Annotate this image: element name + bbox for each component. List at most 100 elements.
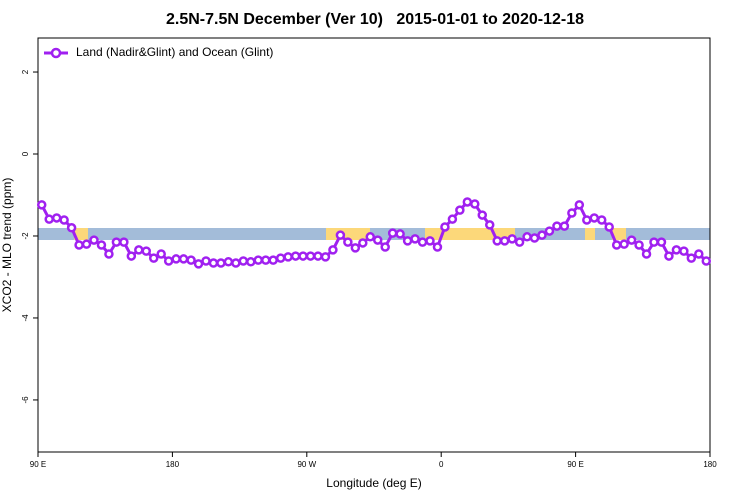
point [148, 253, 159, 263]
legend-label: Land (Nadir&Glint) and Ocean (Glint) [76, 45, 273, 59]
y-tick-label: -2 [21, 232, 30, 240]
point [365, 232, 376, 242]
point [156, 249, 166, 259]
point [134, 245, 144, 255]
point [432, 242, 443, 252]
point [372, 235, 383, 245]
plot-frame [37, 37, 711, 453]
point [559, 221, 570, 231]
point [402, 236, 413, 246]
chart-title: 2.5N-7.5N December (Ver 10) 2015-01-01 t… [166, 11, 584, 28]
y-tick-label: -6 [21, 396, 30, 404]
x-tick-label: 90 W [297, 460, 316, 469]
point [671, 245, 682, 255]
point [238, 256, 249, 266]
point [484, 220, 495, 230]
point [231, 258, 241, 268]
y-tick-label: -4 [21, 314, 30, 322]
point [186, 255, 196, 265]
point [305, 251, 316, 261]
point [119, 237, 129, 247]
point [126, 251, 137, 261]
point [36, 200, 47, 210]
point [193, 259, 204, 269]
point [96, 240, 107, 250]
point [537, 230, 547, 240]
point [582, 215, 592, 225]
point [104, 249, 114, 259]
point [574, 200, 585, 210]
point [410, 234, 420, 244]
y-tick-label: 0 [21, 151, 30, 156]
point [567, 208, 577, 218]
point [656, 237, 667, 247]
point [66, 223, 77, 233]
point [634, 240, 644, 250]
point [447, 214, 458, 224]
y-axis-label: XCO2 - MLO trend (ppm) [0, 178, 14, 313]
point [686, 253, 697, 263]
point [417, 237, 428, 247]
point [440, 222, 450, 232]
point [216, 258, 226, 268]
point [320, 252, 331, 262]
point [268, 255, 278, 265]
point [283, 252, 293, 262]
point [74, 240, 84, 250]
point [679, 246, 689, 256]
point [514, 237, 525, 247]
point [380, 242, 390, 252]
point [649, 237, 659, 247]
point [246, 257, 256, 267]
x-axis-label: Longitude (deg E) [326, 476, 421, 490]
point [455, 205, 465, 215]
point [544, 226, 555, 236]
point [589, 213, 600, 223]
point [641, 249, 652, 259]
point [260, 255, 271, 265]
point [694, 249, 704, 259]
x-tick-label: 0 [439, 460, 444, 469]
point [163, 256, 174, 266]
point [178, 254, 189, 264]
point [522, 232, 532, 242]
point [201, 256, 211, 266]
point [462, 197, 473, 207]
x-tick-label: 90 E [30, 460, 46, 469]
point [81, 239, 92, 249]
point [275, 253, 286, 263]
point [343, 237, 353, 247]
point [51, 213, 62, 223]
point [141, 246, 152, 256]
point [59, 215, 69, 225]
point [171, 254, 181, 264]
y-tick-label: 2 [21, 69, 30, 74]
point [604, 222, 614, 232]
point [358, 238, 368, 248]
point [328, 245, 338, 255]
legend-marker [50, 47, 62, 59]
point [477, 210, 488, 220]
point [425, 236, 435, 246]
point [529, 233, 540, 243]
point [499, 236, 510, 246]
x-tick-label: 180 [703, 460, 717, 469]
point [313, 251, 323, 261]
x-tick-label: 180 [166, 460, 180, 469]
point [335, 230, 346, 240]
point [223, 257, 234, 267]
point [89, 235, 99, 245]
point [298, 251, 308, 261]
point [290, 251, 301, 261]
point [111, 237, 122, 247]
point [387, 228, 398, 238]
point [395, 229, 405, 239]
point [552, 221, 562, 231]
point [626, 235, 637, 245]
point [611, 240, 622, 250]
point [44, 214, 54, 224]
x-tick-label: 90 E [567, 460, 583, 469]
point [596, 215, 607, 225]
point [701, 256, 712, 266]
point [507, 234, 517, 244]
